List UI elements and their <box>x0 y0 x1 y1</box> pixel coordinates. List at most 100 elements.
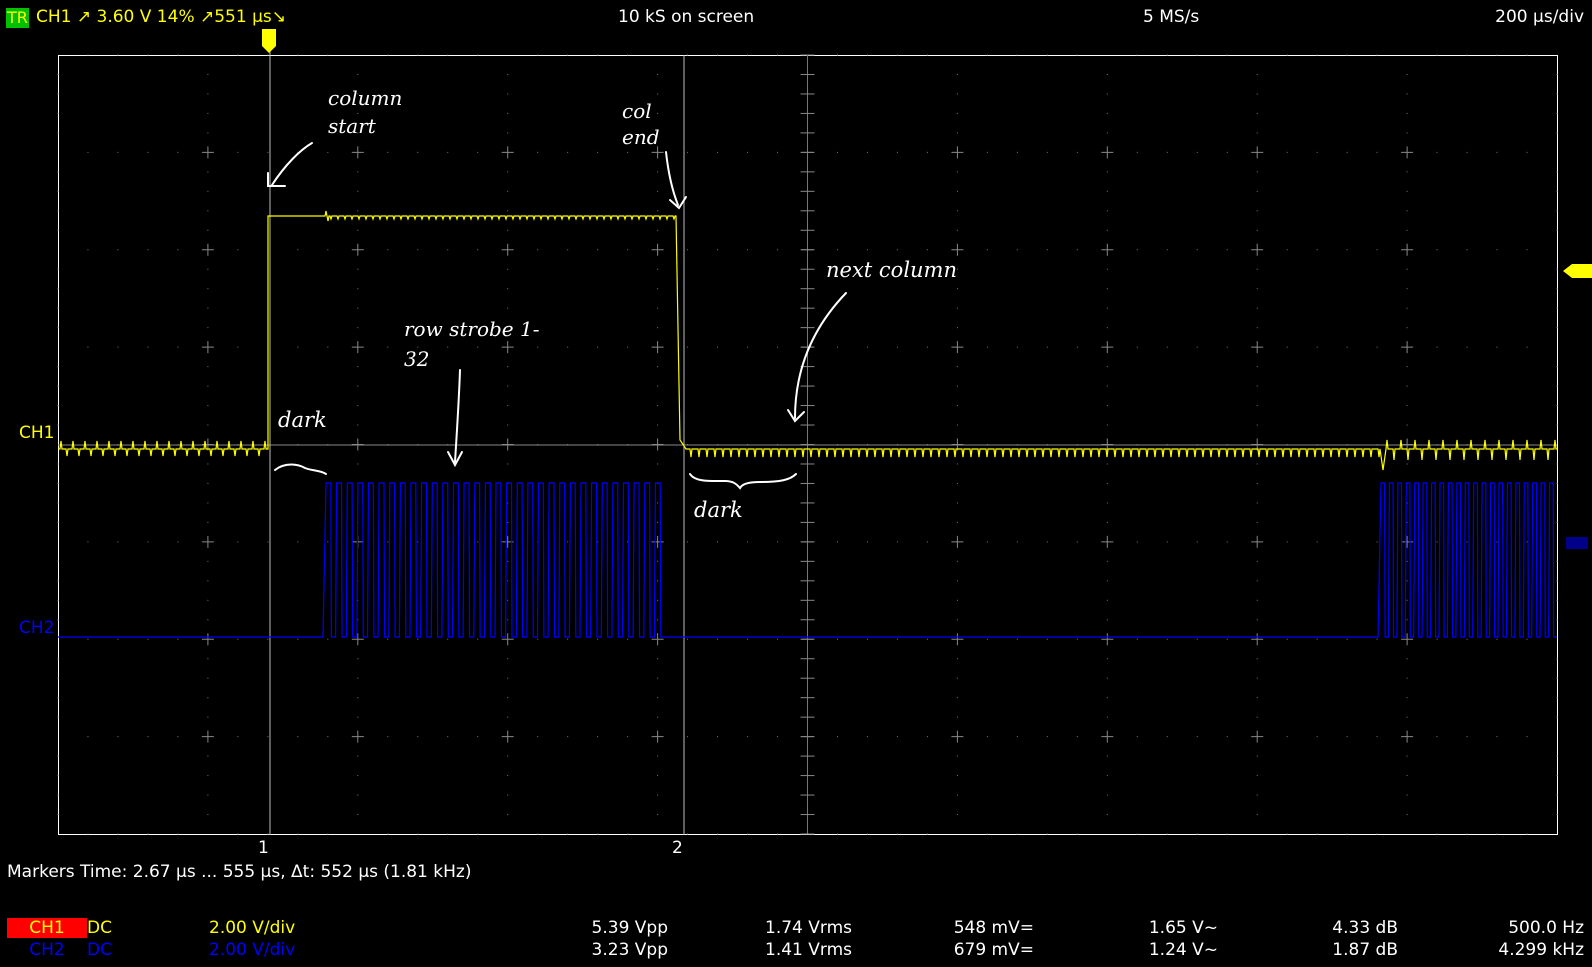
grid-dot <box>747 833 749 835</box>
grid-dot <box>507 424 509 426</box>
grid-dot <box>657 93 659 95</box>
grid-dot <box>657 521 659 523</box>
grid-dot <box>657 580 659 582</box>
grid-dot <box>1106 814 1108 816</box>
grid-dot <box>297 249 299 251</box>
marker-2-label[interactable]: 2 <box>672 838 683 858</box>
grid-dot <box>237 54 239 56</box>
grid-dot <box>717 54 719 56</box>
grid-dot <box>1406 424 1408 426</box>
ch2-coupling[interactable]: DC <box>87 940 112 960</box>
trigger-position-marker[interactable] <box>262 29 276 53</box>
marker-1-label[interactable]: 1 <box>258 838 269 858</box>
grid-dot <box>357 677 359 679</box>
grid-dot <box>1406 599 1408 601</box>
grid-dot <box>896 736 898 738</box>
trigger-level-marker[interactable] <box>1563 264 1592 278</box>
grid-dot <box>387 346 389 348</box>
grid-dot <box>1556 424 1558 426</box>
grid-dot <box>1016 249 1018 251</box>
grid-dot <box>1406 385 1408 387</box>
grid-dot <box>896 151 898 153</box>
grid-dot <box>1226 249 1228 251</box>
ch2-volts-per-div[interactable]: 2.00 V/div <box>209 940 296 960</box>
grid-dot <box>477 736 479 738</box>
grid-dot <box>1406 73 1408 75</box>
grid-dot <box>477 151 479 153</box>
grid-dot <box>1526 638 1528 640</box>
grid-dot <box>507 327 509 329</box>
ch2-label[interactable]: CH2 <box>19 618 55 638</box>
ch1-coupling[interactable]: DC <box>87 918 112 938</box>
ch1-name-button[interactable]: CH1 <box>7 918 87 938</box>
grid-dot <box>297 736 299 738</box>
grid-dot <box>956 327 958 329</box>
grid-dot <box>1196 151 1198 153</box>
column-start-arrow <box>271 142 313 186</box>
grid-dot <box>836 541 838 543</box>
grid-dot <box>1196 736 1198 738</box>
grid-dot <box>177 346 179 348</box>
grid-dot <box>1466 346 1468 348</box>
grid-dot <box>237 151 239 153</box>
grid-dot <box>1256 112 1258 114</box>
grid-dot <box>357 190 359 192</box>
grid-dot <box>1106 677 1108 679</box>
ch2-name-button[interactable]: CH2 <box>29 940 65 960</box>
ch1-label[interactable]: CH1 <box>19 423 55 443</box>
grid-dot <box>1076 151 1078 153</box>
grid-dot <box>717 346 719 348</box>
grid-dot <box>1406 775 1408 777</box>
grid-dot <box>627 151 629 153</box>
grid-dot <box>417 151 419 153</box>
grid-dot <box>1436 638 1438 640</box>
grid-dot <box>1016 833 1018 835</box>
trigger-badge[interactable]: TR <box>6 8 29 28</box>
grid-dot <box>507 93 509 95</box>
grid-dot <box>597 54 599 56</box>
grid-dot <box>956 521 958 523</box>
grid-dot <box>57 521 59 523</box>
grid-dot <box>1406 580 1408 582</box>
ch1-vpp: 5.39 Vpp <box>591 918 668 938</box>
grid-dot <box>57 190 59 192</box>
timebase[interactable]: 200 µs/div <box>1495 7 1584 27</box>
grid-dot <box>1016 736 1018 738</box>
grid-dot <box>1016 638 1018 640</box>
ch2-offset-marker[interactable] <box>1566 537 1588 549</box>
grid-dot <box>207 560 209 562</box>
grid-dot <box>507 755 509 757</box>
grid-dot <box>297 541 299 543</box>
grid-dot <box>147 346 149 348</box>
grid-dot <box>507 385 509 387</box>
trigger-info[interactable]: CH1 ↗ 3.60 V 14% ↗551 µs↘ <box>36 7 287 27</box>
ch1-volts-per-div[interactable]: 2.00 V/div <box>209 918 296 938</box>
grid-dot <box>1046 833 1048 835</box>
grid-dot <box>1136 638 1138 640</box>
grid-dot <box>267 833 269 835</box>
grid-dot <box>1556 171 1558 173</box>
grid-dot <box>1256 658 1258 660</box>
grid-dot <box>986 249 988 251</box>
grid-dot <box>1556 775 1558 777</box>
grid-dot <box>57 327 59 329</box>
grid-dot <box>1346 638 1348 640</box>
grid-dot <box>1106 658 1108 660</box>
grid-dot <box>1256 405 1258 407</box>
grid-dot <box>207 288 209 290</box>
grid-dot <box>537 736 539 738</box>
sample-rate[interactable]: 5 MS/s <box>1143 7 1200 27</box>
grid-dot <box>1106 521 1108 523</box>
grid-dot <box>357 658 359 660</box>
grid-dot <box>207 405 209 407</box>
grid-dot <box>357 814 359 816</box>
grid-dot <box>597 833 599 835</box>
grid-dot <box>147 833 149 835</box>
grid-dot <box>57 619 59 621</box>
grid-dot <box>537 54 539 56</box>
grid-dot <box>1466 54 1468 56</box>
grid-dot <box>1406 190 1408 192</box>
grid-dot <box>1556 560 1558 562</box>
grid-dot <box>657 307 659 309</box>
